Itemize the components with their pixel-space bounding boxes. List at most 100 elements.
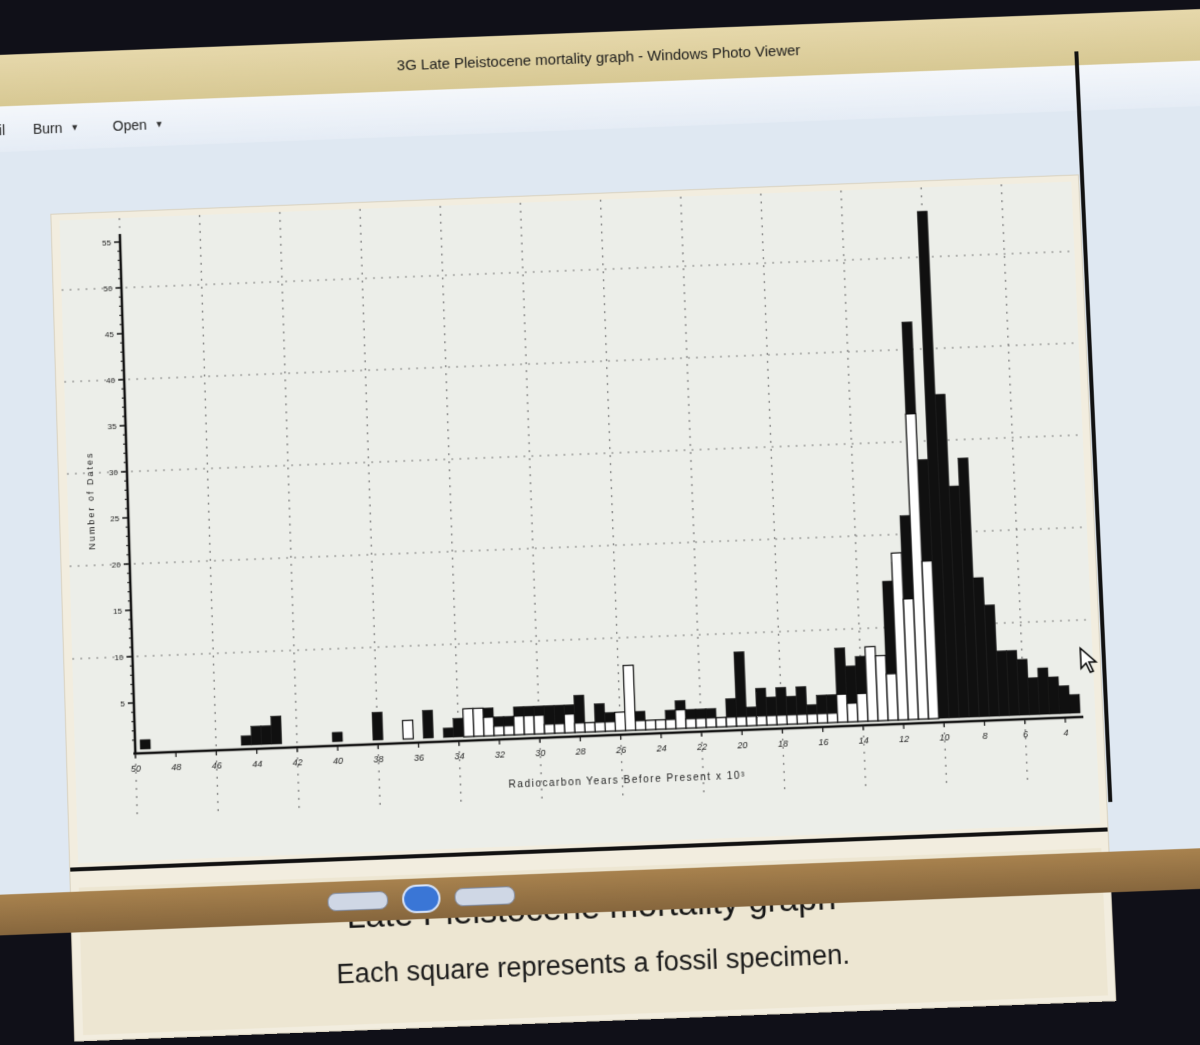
bar-white-specimens [797, 714, 807, 724]
x-tick-label: 12 [899, 734, 909, 745]
x-tick-label: 44 [252, 759, 262, 770]
menu-item-email-partial[interactable]: ail [0, 122, 5, 138]
bar-white-specimens [544, 724, 554, 734]
graph-background: 5101520253035404550555048464442403836343… [60, 182, 1101, 864]
bar-white-specimens [807, 714, 817, 724]
x-tick-label: 20 [736, 740, 747, 751]
y-tick-label: 15 [113, 607, 123, 616]
bar-total [1048, 677, 1060, 715]
grid-line-vertical [440, 206, 461, 808]
bar-white-specimens [605, 722, 615, 732]
photo-viewer-window: 3G Late Pleistocene mortality graph - Wi… [0, 0, 1200, 930]
x-tick-label: 24 [655, 743, 666, 754]
bar-total [422, 710, 433, 738]
x-tick-label: 6 [1023, 729, 1028, 739]
bar-white-specimens [716, 717, 726, 727]
bar-white-specimens [746, 716, 756, 726]
bar-white-specimens [666, 719, 676, 729]
x-tick-label: 10 [939, 732, 950, 743]
bar-white-specimens [686, 719, 696, 729]
bar-white-specimens [767, 715, 777, 725]
bar-total [1028, 677, 1040, 715]
x-tick-label: 46 [212, 760, 222, 771]
chevron-down-icon: ▼ [155, 119, 164, 129]
bar-white-specimens [655, 720, 665, 730]
x-tick-label: 26 [615, 745, 626, 756]
x-tick-label: 30 [535, 748, 545, 759]
bar-white-specimens [483, 717, 494, 736]
x-tick-label: 42 [292, 757, 302, 768]
bar-total [251, 726, 262, 745]
slideshow-button[interactable] [402, 884, 441, 914]
x-tick-label: 34 [454, 751, 464, 762]
mortality-chart: 5101520253035404550555048464442403836343… [60, 182, 1101, 864]
y-tick-label: 20 [112, 560, 122, 569]
x-tick-label: 36 [414, 752, 424, 763]
x-tick-label: 50 [131, 763, 141, 774]
x-tick-label: 38 [373, 754, 383, 765]
y-tick-label: 35 [108, 422, 118, 431]
x-tick-label: 8 [982, 731, 987, 741]
x-tick-label: 14 [859, 735, 869, 746]
bar-white-specimens [494, 726, 504, 736]
x-tick-label: 40 [333, 756, 343, 767]
bar-total [1017, 659, 1030, 715]
open-menu[interactable]: Open ▼ [112, 116, 163, 134]
bar-total [261, 726, 272, 745]
bar-white-specimens [787, 715, 797, 725]
bar-white-specimens [514, 716, 525, 735]
bar-white-specimens [554, 724, 564, 734]
bar-white-specimens [757, 716, 767, 726]
menu-item-label: Open [112, 117, 147, 134]
bar-white-specimens [615, 712, 626, 731]
bar-white-specimens [524, 715, 535, 734]
bar-total [1059, 686, 1070, 714]
bar-white-specimens [534, 715, 545, 734]
window-title: 3G Late Pleistocene mortality graph - Wi… [396, 42, 800, 74]
y-tick-label: 5 [120, 699, 125, 708]
menu-item-label: ail [0, 122, 5, 138]
bar-white-specimens [847, 703, 858, 722]
bar-white-specimens [403, 720, 414, 739]
bar-total [1038, 668, 1050, 715]
bar-white-specimens [595, 722, 605, 732]
navigation-controls [327, 881, 515, 917]
y-tick-label: 50 [103, 284, 113, 293]
y-tick-label: 55 [102, 238, 112, 247]
bar-total [372, 712, 383, 740]
x-tick-label: 16 [818, 737, 828, 748]
previous-button[interactable] [327, 891, 388, 912]
bar-white-specimens [827, 713, 837, 723]
bar-white-specimens [564, 714, 575, 733]
burn-menu[interactable]: Burn ▼ [33, 119, 80, 137]
bar-white-specimens [817, 713, 827, 723]
bar-white-specimens [473, 708, 484, 736]
y-tick-label: 45 [105, 330, 115, 339]
bar-total [271, 716, 282, 744]
bar-total [332, 732, 342, 742]
bar-white-specimens [736, 717, 746, 727]
bar-white-specimens [726, 717, 736, 727]
grid-line-vertical [280, 212, 300, 814]
bar-white-specimens [645, 720, 655, 730]
x-tick-label: 18 [778, 738, 788, 749]
bar-white-specimens [837, 694, 848, 722]
y-tick-label: 25 [110, 514, 120, 523]
grid-line-vertical [200, 215, 219, 817]
bar-white-specimens [575, 723, 585, 733]
bar-white-specimens [504, 726, 514, 736]
bar-white-specimens [463, 709, 474, 737]
x-tick-label: 32 [495, 749, 505, 760]
bar-white-specimens [777, 715, 787, 725]
chart-bars [125, 206, 1080, 749]
bar-white-specimens [857, 693, 868, 721]
menu-item-label: Burn [33, 120, 63, 137]
x-tick-label: 28 [575, 746, 586, 757]
y-axis-label: Number of Dates [84, 451, 97, 550]
x-tick-label: 48 [171, 762, 181, 773]
mouse-cursor-icon [1078, 646, 1099, 675]
x-tick-label: 22 [696, 742, 707, 753]
bar-white-specimens [623, 665, 636, 730]
next-button[interactable] [454, 886, 515, 907]
bar-total [443, 728, 453, 738]
